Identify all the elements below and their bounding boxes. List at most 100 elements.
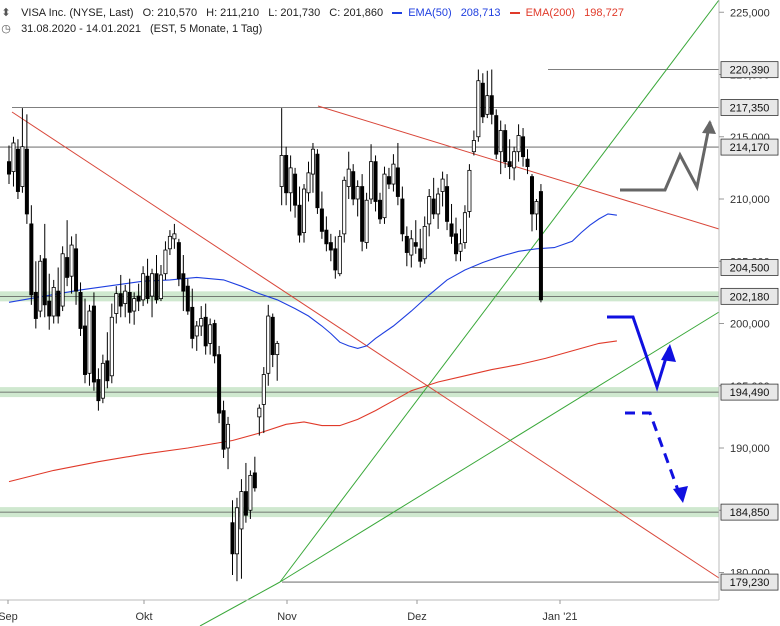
candle-body <box>382 173 387 219</box>
price-tag-box <box>720 138 779 156</box>
candle-body <box>346 168 351 187</box>
close-value: C: 201,860 <box>329 7 384 19</box>
candle-body <box>342 179 347 235</box>
candle-body <box>15 148 20 192</box>
candle-body <box>266 315 271 374</box>
candle-body <box>431 198 436 215</box>
x-tick-label: Dez <box>407 611 427 623</box>
candle-body <box>29 223 34 296</box>
candle-body <box>333 248 338 271</box>
candle-body <box>7 161 12 175</box>
candle-body <box>449 223 454 237</box>
candle-body <box>288 167 293 194</box>
x-axis-ticks: Sep Okt Nov Dez Jan '21 <box>0 600 578 623</box>
open-value: O: 210,570 <box>142 7 198 19</box>
candle-body <box>33 291 38 319</box>
candle-body <box>257 407 262 418</box>
candle-body <box>507 161 512 168</box>
candle-body <box>38 260 43 312</box>
symbol-name: VISA Inc. (NYSE, Last) <box>21 7 134 19</box>
candle-body <box>114 293 119 314</box>
candle-body <box>208 324 213 344</box>
price-level-tags: 220,390 217,350 214,170 204,500 202,180 194,4… <box>720 61 779 591</box>
candle-body <box>150 273 155 297</box>
chart-header-line-2: ◷ 31.08.2020 - 14.01.2021 (EST, 5 Monate… <box>0 22 268 35</box>
candle-body <box>310 148 315 175</box>
candle-body <box>136 295 141 302</box>
price-level-lines <box>0 69 719 583</box>
ema50-label: EMA(50) <box>408 7 452 19</box>
ema200-value: 198,727 <box>584 7 624 19</box>
candle-body <box>87 310 92 374</box>
candle-body <box>364 199 369 243</box>
candle-body <box>176 242 181 280</box>
price-tag-label: 214,170 <box>730 142 770 154</box>
y-tick-label: 200,000 <box>730 319 770 331</box>
date-range: 31.08.2020 - 14.01.2021 <box>21 23 141 35</box>
candle-body <box>127 291 132 313</box>
candle-body <box>172 233 177 240</box>
price-tag-box <box>720 259 779 276</box>
price-tag-label: 184,850 <box>730 507 770 519</box>
candle-body <box>56 290 61 317</box>
candle-body <box>212 323 217 357</box>
candle-body <box>154 273 159 301</box>
candle-body <box>91 305 96 383</box>
candle-body <box>529 176 534 215</box>
candle-body <box>498 130 503 153</box>
chart-meta: (EST, 5 Monate, 1 Tag) <box>150 23 263 35</box>
bearish-arrowhead <box>673 486 688 503</box>
bearish-scenario-arrow <box>625 411 681 494</box>
price-tag-box <box>720 503 779 521</box>
candle-body <box>74 248 79 292</box>
candle-body <box>118 293 123 307</box>
candle-body <box>369 161 374 200</box>
rebound-arrowhead <box>661 344 676 362</box>
candle-body <box>337 235 342 275</box>
candle-body <box>132 298 137 312</box>
candle-body <box>422 225 427 260</box>
candle-body <box>378 199 383 220</box>
candle-body <box>11 142 16 173</box>
chart-header-line-1: ⬍ VISA Inc. (NYSE, Last) O: 210,570 H: 2… <box>0 6 630 19</box>
price-tag-label: 217,350 <box>730 102 770 114</box>
candle-body <box>485 95 490 115</box>
candle-body <box>167 235 172 250</box>
high-value: H: 211,210 <box>206 7 260 19</box>
candle-body <box>275 343 280 356</box>
candle-body <box>252 472 257 489</box>
candle-body <box>203 316 208 347</box>
candle-body <box>476 80 481 138</box>
candle-body <box>163 249 168 275</box>
candle-body <box>234 507 239 555</box>
candle-body <box>230 522 235 555</box>
downtrend-line-short <box>317 105 720 230</box>
candle-body <box>512 151 517 169</box>
candle-body <box>306 172 311 194</box>
candle-body <box>109 316 114 377</box>
price-tag-label: 202,180 <box>730 291 770 303</box>
candle-body <box>521 136 526 158</box>
candle-body <box>404 235 409 253</box>
candle-body <box>480 82 485 118</box>
candle-body <box>525 158 530 168</box>
candle-body <box>226 423 231 449</box>
candle-body <box>24 148 29 215</box>
candle-body <box>373 161 378 202</box>
candle-body <box>351 171 356 200</box>
candle-body <box>158 274 163 300</box>
ema50-line-sample <box>392 12 403 15</box>
candle-body <box>315 153 320 209</box>
clock-icon: ◷ <box>1 23 11 35</box>
y-tick-label: 190,000 <box>730 443 770 455</box>
candle-body <box>355 186 360 200</box>
price-tag-box <box>720 99 779 116</box>
price-tag-box <box>720 61 779 79</box>
candle-body <box>462 212 467 243</box>
price-tag-label: 220,390 <box>730 65 770 77</box>
candle-body <box>105 360 110 382</box>
uptrend-line-flat <box>279 311 720 583</box>
candle-body <box>145 275 150 300</box>
chart-type-icon[interactable]: ⬍ <box>1 7 11 19</box>
